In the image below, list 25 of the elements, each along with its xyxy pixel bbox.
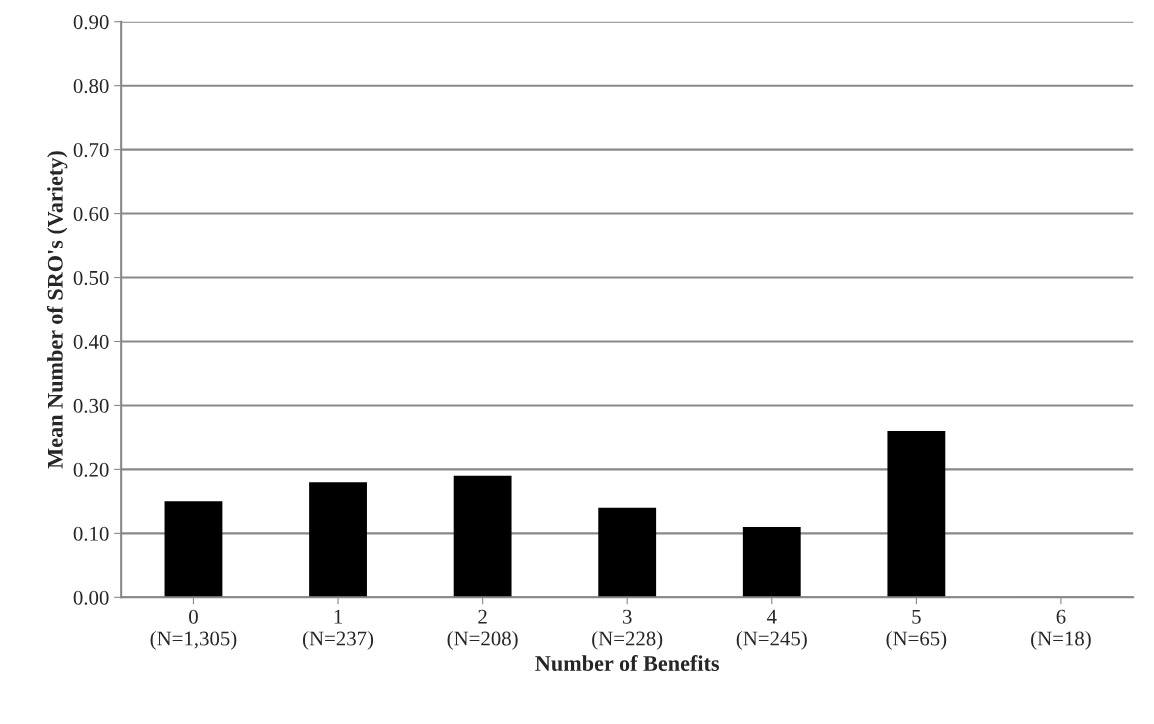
x-tick-label: 0 (N=1,305): [150, 609, 237, 650]
y-tick-label: 0.50: [73, 270, 109, 286]
y-axis-title: Mean Number of SRO's (Variety): [46, 151, 68, 469]
y-tick-label: 0.80: [73, 79, 109, 94]
bar: [598, 507, 657, 598]
y-tick-label: 0.70: [73, 143, 109, 158]
y-tick-label: 0.20: [73, 462, 109, 477]
x-tick-label: 3 (N=228): [592, 609, 663, 650]
x-tick-label: 4 (N=245): [736, 609, 807, 650]
x-tick-label: 2 (N=208): [447, 609, 518, 650]
y-tick-label: 0.90: [73, 15, 109, 30]
y-tick-label: 0.60: [73, 206, 109, 222]
x-tick-label: 6 (N=18): [1031, 609, 1091, 650]
y-tick-label: 0.30: [73, 398, 109, 413]
x-tick-label: 1 (N=237): [303, 609, 374, 650]
y-tick-label: 0.10: [73, 526, 109, 541]
y-tick-label: 0.40: [73, 334, 109, 350]
bar: [309, 482, 367, 598]
x-tick-label: 5 (N=65): [886, 609, 947, 650]
x-axis-title: Number of Benefits: [535, 655, 720, 672]
bar: [742, 526, 801, 598]
bar: [453, 475, 512, 598]
y-tick-label: 0.00: [73, 590, 109, 605]
bar: [164, 501, 223, 598]
bar: [887, 431, 946, 598]
